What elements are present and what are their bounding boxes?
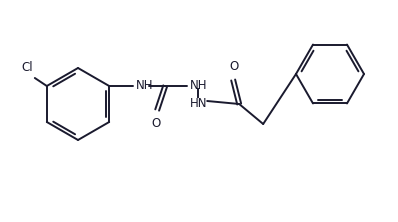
Text: NH: NH (190, 79, 208, 91)
Text: O: O (230, 60, 239, 73)
Text: Cl: Cl (21, 61, 33, 74)
Text: HN: HN (190, 97, 208, 109)
Text: O: O (152, 117, 161, 130)
Text: NH: NH (136, 79, 154, 91)
